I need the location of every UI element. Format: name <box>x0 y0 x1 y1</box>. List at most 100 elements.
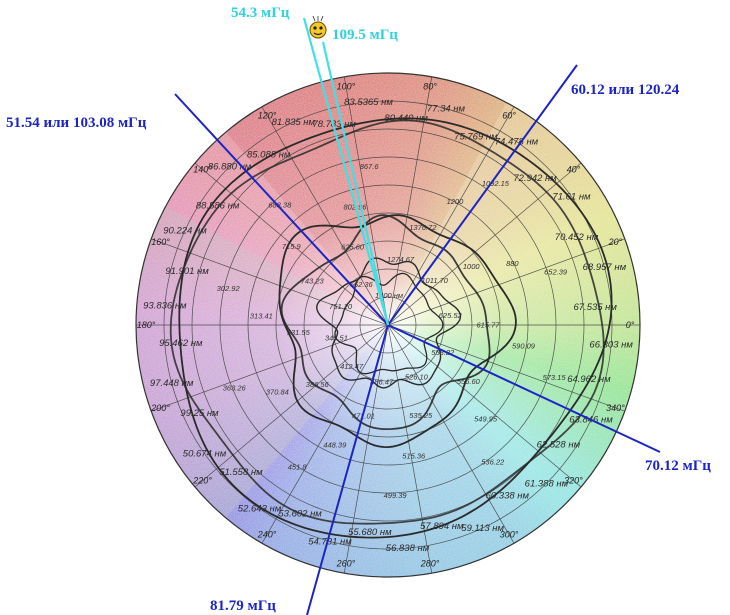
rim-label: 85.088 нм <box>247 150 291 161</box>
inner-label: 1200 <box>447 197 465 206</box>
inner-label: 625.52 <box>439 311 463 320</box>
inner-label: 1000 <box>463 262 481 271</box>
rim-label: 56.838 нм <box>386 543 430 554</box>
inner-label: 536.22 <box>481 457 505 466</box>
blue-frequency-ray <box>174 93 389 326</box>
inner-label: 1376.72 <box>409 223 437 232</box>
cyan-frequency-ray <box>321 41 390 326</box>
angle-label: 200° <box>150 403 170 413</box>
inner-label: 451.8 <box>288 462 308 471</box>
rim-label: 55.680 нм <box>348 527 392 538</box>
angle-label: 20° <box>608 237 623 247</box>
rim-label: 83.5365 нм <box>344 97 393 108</box>
rim-label: 62.528 нм <box>537 439 581 450</box>
rim-label: 75.769 нм <box>454 131 498 142</box>
rim-label: 70.452 нм <box>555 232 599 243</box>
inner-label: 345.51 <box>325 333 348 342</box>
rim-label: 60.338 нм <box>486 490 530 501</box>
inner-label: 662.36 <box>350 280 374 289</box>
rim-label: 61.388 нм <box>525 478 569 489</box>
grid-spoke <box>387 162 582 326</box>
grid-spoke <box>261 324 389 544</box>
angle-label: 60° <box>502 110 516 120</box>
angle-label: 100° <box>337 82 356 92</box>
angle-label: 220° <box>192 476 212 486</box>
blue-frequency-ray <box>387 64 578 326</box>
inner-label: 573.15 <box>543 373 567 382</box>
rim-label: 86.880 нм <box>208 162 252 173</box>
grid-spoke <box>343 76 389 326</box>
grid-spoke <box>387 76 433 326</box>
smiley-face-icon <box>309 15 327 39</box>
inner-label: 867.6 <box>360 162 380 171</box>
cyan-frequency-ray <box>302 17 390 326</box>
rim-label: 51.558 нм <box>219 467 263 478</box>
grid-spoke <box>194 324 389 488</box>
inner-label: 1274.67 <box>387 255 415 264</box>
angle-label: 300° <box>500 530 519 540</box>
rim-label: 72.942 нм <box>513 173 557 184</box>
inner-curve-2 <box>334 272 444 375</box>
inner-label: 515.36 <box>402 451 426 460</box>
annotation-109-5: 109.5 мГц <box>332 27 398 43</box>
rim-label: 57.894 нм <box>420 521 464 532</box>
annotation-54-3: 54.3 мГц <box>231 5 290 21</box>
inner-label: 590.09 <box>512 341 536 350</box>
rim-label: 59.113 нм <box>461 523 504 534</box>
rim-label: 91.901 нм <box>165 266 209 277</box>
rim-label: 95.462 нм <box>159 338 203 349</box>
rim-label: 64.962 нм <box>567 374 611 385</box>
inner-curve <box>315 257 462 389</box>
angle-label: 240° <box>257 530 277 540</box>
angle-label: 180° <box>137 320 156 330</box>
inner-label: 370.84 <box>266 387 289 396</box>
rim-label: 81.835 нм <box>272 117 316 128</box>
blue-frequency-ray <box>387 324 661 453</box>
rim-label: 99.25 нм <box>180 408 219 419</box>
annotation-81-79: 81.79 мГц <box>210 598 276 614</box>
annotation-60-12: 60.12 или 120.24 <box>571 82 680 98</box>
inner-label: 386.56 <box>306 380 330 389</box>
grid-spoke <box>387 238 625 326</box>
middle-curve <box>278 214 517 449</box>
inner-label: 1400 нм <box>375 291 403 300</box>
rim-label: 71.61 нм <box>552 192 591 203</box>
angle-label: 40° <box>567 164 581 174</box>
frequency-rays <box>174 17 661 615</box>
inner-label: 486.47 <box>370 378 394 387</box>
angle-label: 120° <box>258 110 277 120</box>
inner-label: 313.41 <box>250 312 273 321</box>
rim-label: 52.643 нм <box>238 503 282 514</box>
middle-curve-2 <box>280 214 491 430</box>
blue-frequency-ray <box>306 324 389 615</box>
outer-curve <box>178 117 613 539</box>
rim-label: 53.602 нм <box>278 509 322 520</box>
angle-label: 80° <box>423 82 437 92</box>
grid-spoke <box>387 324 515 544</box>
rim-label: 50.674 нм <box>183 448 227 459</box>
inner-label: 412.47 <box>340 362 364 371</box>
outer-curve-2 <box>169 119 605 525</box>
rim-label: 80.440 нм <box>384 113 428 124</box>
angle-label: 140° <box>193 164 212 174</box>
angle-label: 0° <box>626 320 635 330</box>
inner-label: 363.26 <box>223 384 247 393</box>
annotation-51-54: 51.54 или 103.08 мГц <box>6 115 147 131</box>
inner-label: 499.39 <box>384 491 408 500</box>
grid-spoke <box>387 106 515 326</box>
inner-label: 743.23 <box>301 276 325 285</box>
rim-label: 68.957 нм <box>583 262 627 273</box>
inner-label: 558.22 <box>431 348 455 357</box>
rim-label: 77.34 нм <box>427 104 466 115</box>
grid-spoke <box>194 162 389 326</box>
grid-spoke <box>387 324 625 412</box>
rim-label: 90.224 нм <box>163 225 207 236</box>
rim-label: 54.731 нм <box>308 536 352 547</box>
inner-label: 625.60 <box>341 243 365 252</box>
inner-label: 751.20 <box>329 302 353 311</box>
outer-rim <box>135 72 641 578</box>
inner-label: 526.10 <box>405 373 429 382</box>
inner-label: 549.95 <box>474 414 498 423</box>
